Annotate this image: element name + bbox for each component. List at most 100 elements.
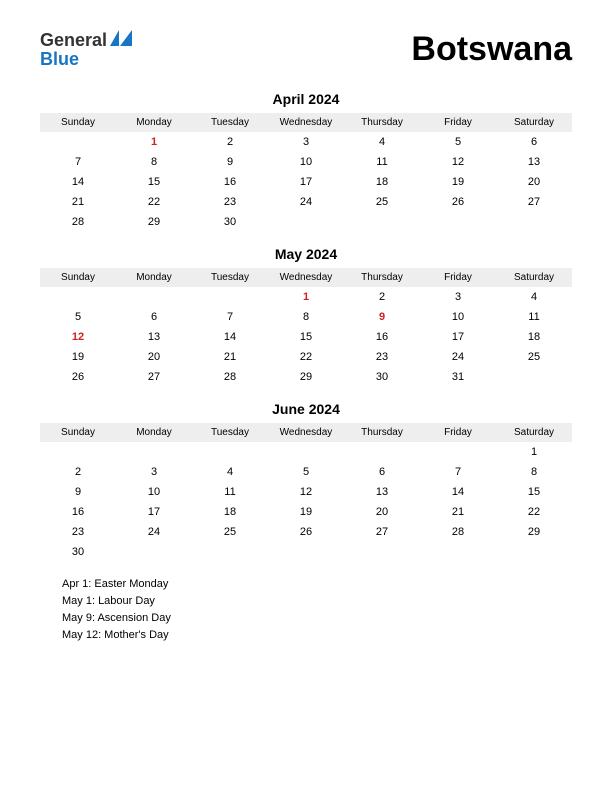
calendar-week: 1: [40, 442, 572, 462]
month-block: April 2024SundayMondayTuesdayWednesdayTh…: [40, 87, 572, 232]
calendar-day: 26: [40, 367, 116, 387]
calendar-day: 7: [192, 307, 268, 327]
calendar-day: [268, 542, 344, 562]
calendar-day: 3: [268, 132, 344, 152]
calendar-day: 7: [420, 462, 496, 482]
calendar-week: 78910111213: [40, 152, 572, 172]
calendar-day: 13: [496, 152, 572, 172]
calendar-day: [268, 212, 344, 232]
calendar-day: 19: [420, 172, 496, 192]
calendar-day: 17: [268, 172, 344, 192]
calendar-day: 21: [40, 192, 116, 212]
day-header: Sunday: [40, 268, 116, 287]
day-header: Wednesday: [268, 268, 344, 287]
calendar-day: 12: [420, 152, 496, 172]
calendar-day: [496, 542, 572, 562]
calendar-day: [268, 442, 344, 462]
calendar-day: 11: [344, 152, 420, 172]
calendar-day: 1: [496, 442, 572, 462]
calendar-table: SundayMondayTuesdayWednesdayThursdayFrid…: [40, 113, 572, 232]
calendar-day: 27: [116, 367, 192, 387]
calendar-day: 4: [496, 287, 572, 307]
holiday-entry: May 12: Mother's Day: [62, 627, 572, 644]
calendar-day: [496, 367, 572, 387]
calendar-day: 31: [420, 367, 496, 387]
calendar-week: 14151617181920: [40, 172, 572, 192]
calendar-week: 123456: [40, 132, 572, 152]
calendar-week: 30: [40, 542, 572, 562]
day-header: Saturday: [496, 268, 572, 287]
calendar-day: 8: [268, 307, 344, 327]
calendar-day: 5: [420, 132, 496, 152]
calendar-day: 2: [344, 287, 420, 307]
calendar-day: 5: [268, 462, 344, 482]
calendar-week: 16171819202122: [40, 502, 572, 522]
calendar-day: 17: [420, 327, 496, 347]
calendar-day: 29: [268, 367, 344, 387]
calendar-day: 10: [116, 482, 192, 502]
calendar-day: 26: [420, 192, 496, 212]
calendar-day: 24: [268, 192, 344, 212]
calendar-day: 18: [344, 172, 420, 192]
month-title: May 2024: [40, 242, 572, 268]
calendar-day: 23: [344, 347, 420, 367]
logo-text: General Blue: [40, 30, 132, 69]
calendar-day: 7: [40, 152, 116, 172]
calendar-day: 11: [192, 482, 268, 502]
calendar-day: 28: [40, 212, 116, 232]
day-header: Saturday: [496, 113, 572, 132]
calendar-week: 23242526272829: [40, 522, 572, 542]
logo-triangle-icon: [110, 30, 132, 46]
holiday-entry: May 1: Labour Day: [62, 593, 572, 610]
calendar-day: 13: [116, 327, 192, 347]
calendar-day: 1: [268, 287, 344, 307]
calendar-day: [420, 212, 496, 232]
day-header: Saturday: [496, 423, 572, 442]
calendar-day: 10: [268, 152, 344, 172]
calendar-day: 16: [192, 172, 268, 192]
calendar-day: 3: [116, 462, 192, 482]
country-title: Botswana: [411, 30, 572, 69]
calendar-day: 23: [40, 522, 116, 542]
calendar-day: 21: [192, 347, 268, 367]
logo: General Blue: [40, 30, 132, 69]
calendar-day: 20: [496, 172, 572, 192]
day-header: Thursday: [344, 268, 420, 287]
calendar-day: [344, 212, 420, 232]
day-header: Friday: [420, 423, 496, 442]
calendar-day: [344, 442, 420, 462]
calendar-day: [40, 287, 116, 307]
calendar-day: [496, 212, 572, 232]
calendar-day: 30: [40, 542, 116, 562]
calendar-day: 25: [496, 347, 572, 367]
month-title: April 2024: [40, 87, 572, 113]
calendar-day: 27: [344, 522, 420, 542]
calendar-day: [420, 442, 496, 462]
calendar-day: 28: [420, 522, 496, 542]
calendar-week: 262728293031: [40, 367, 572, 387]
logo-word-2: Blue: [40, 49, 79, 69]
calendar-day: 25: [192, 522, 268, 542]
months-container: April 2024SundayMondayTuesdayWednesdayTh…: [40, 87, 572, 562]
calendar-day: 8: [116, 152, 192, 172]
calendar-day: 4: [344, 132, 420, 152]
holidays-list: Apr 1: Easter MondayMay 1: Labour DayMay…: [40, 576, 572, 644]
calendar-day: 9: [40, 482, 116, 502]
calendar-day: [192, 542, 268, 562]
calendar-day: 14: [420, 482, 496, 502]
day-header: Tuesday: [192, 268, 268, 287]
calendar-day: 22: [268, 347, 344, 367]
calendar-day: [192, 442, 268, 462]
calendar-week: 567891011: [40, 307, 572, 327]
calendar-day: 30: [344, 367, 420, 387]
calendar-day: 21: [420, 502, 496, 522]
month-title: June 2024: [40, 397, 572, 423]
header: General Blue Botswana: [40, 30, 572, 69]
calendar-day: 10: [420, 307, 496, 327]
calendar-day: 2: [192, 132, 268, 152]
calendar-day: 27: [496, 192, 572, 212]
calendar-day: 15: [268, 327, 344, 347]
calendar-day: 16: [40, 502, 116, 522]
calendar-day: [116, 542, 192, 562]
calendar-day: 19: [40, 347, 116, 367]
